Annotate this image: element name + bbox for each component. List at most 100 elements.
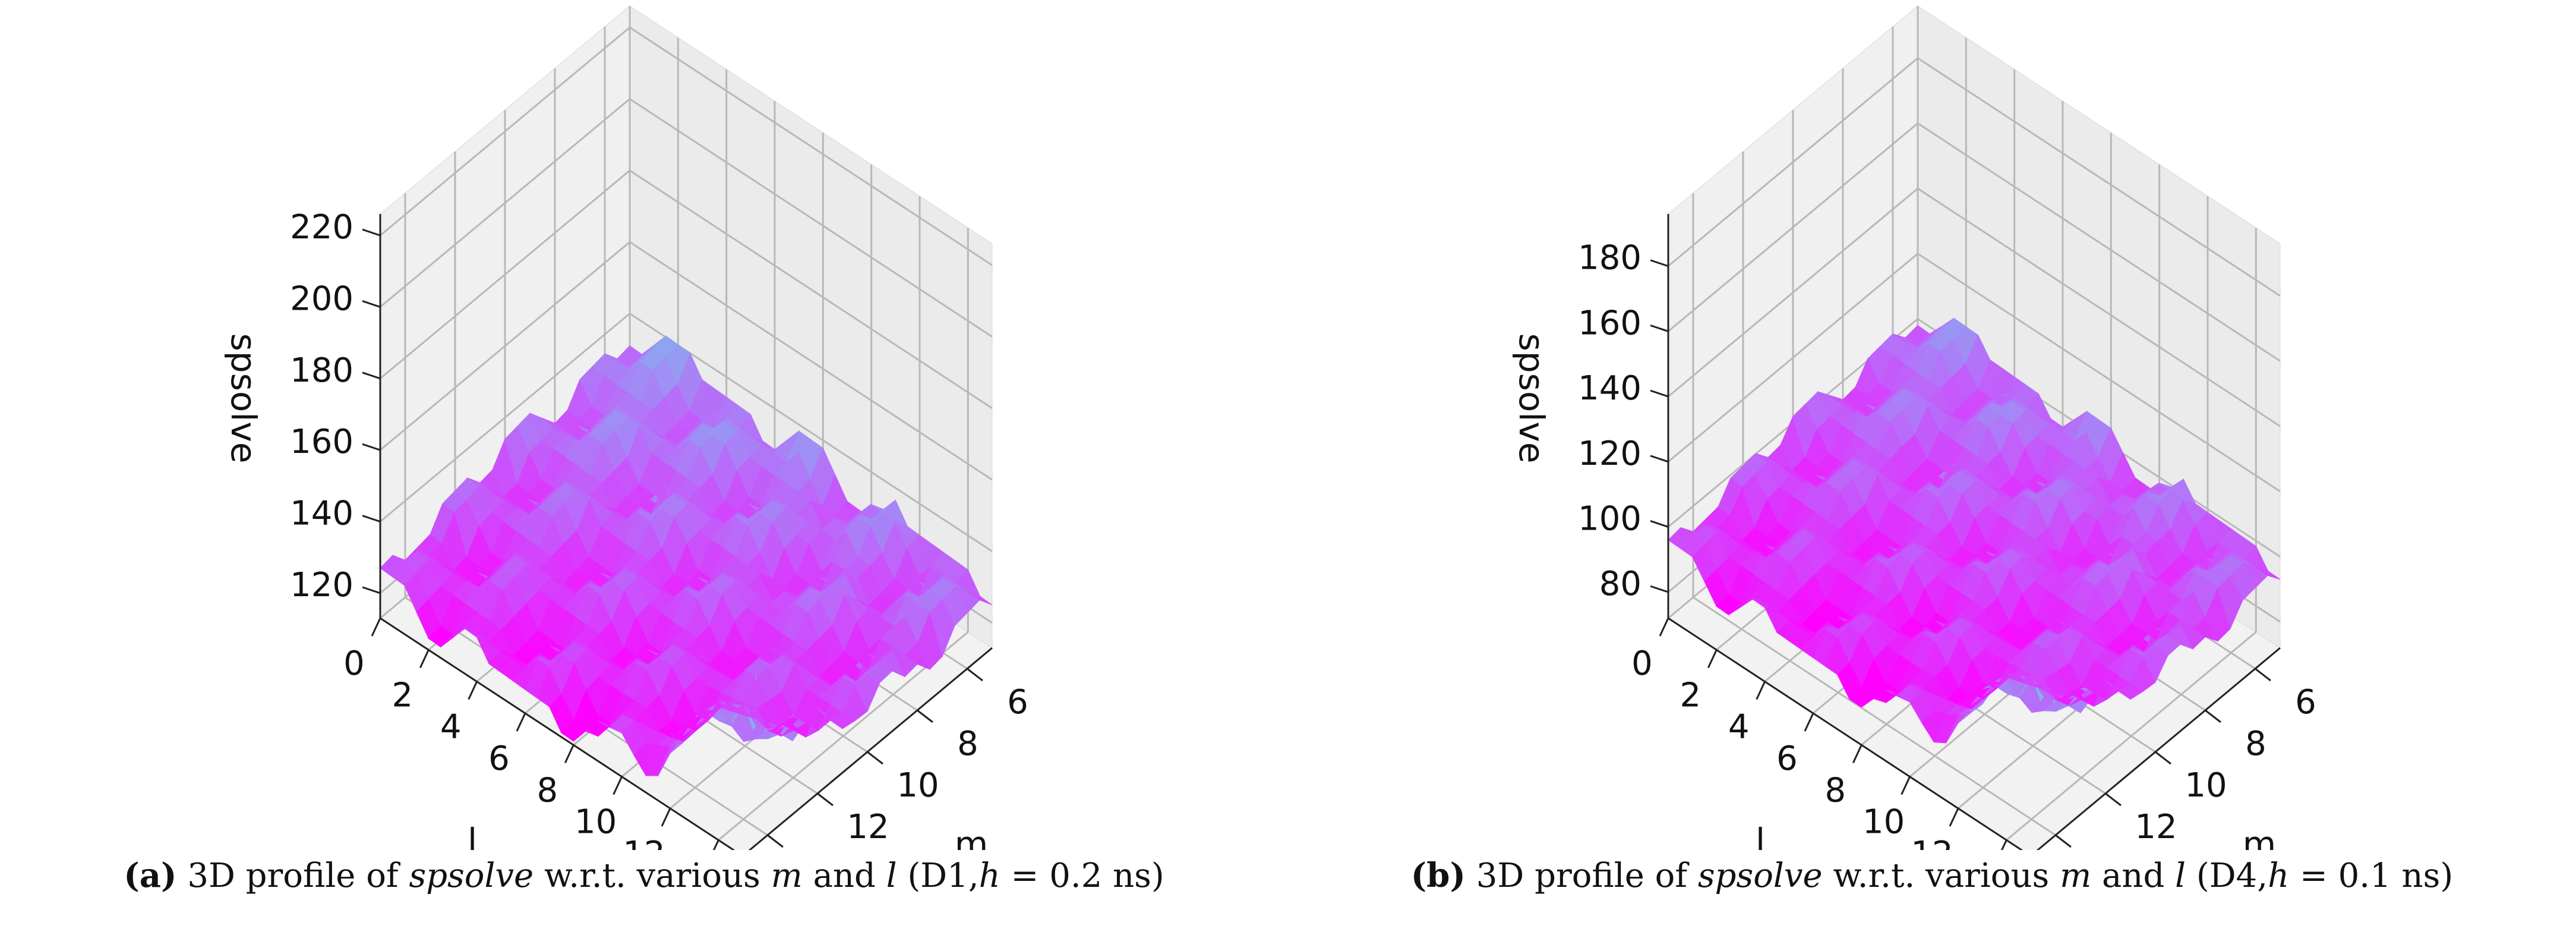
z-tick-mark [1650, 585, 1669, 593]
caption-a-mid: w.r.t. various [544, 857, 760, 895]
z-tick-label: 120 [290, 566, 353, 605]
l-tick-mark [419, 649, 430, 668]
l-axis-line [1668, 617, 2023, 850]
grid-line [380, 169, 630, 379]
m-tick-label: 12 [2135, 808, 2177, 846]
m-tick-label: 14 [2085, 849, 2127, 850]
grid-line [380, 313, 630, 522]
z-tick-mark [362, 372, 381, 380]
l-tick-mark [613, 776, 623, 795]
m-tick-mark [2105, 792, 2122, 807]
l-tick-label: 4 [1728, 708, 1750, 747]
surface [1668, 317, 2281, 744]
surface-facet [967, 591, 993, 606]
z-axis-label: spsolve [223, 333, 264, 464]
caption-a-hvar: h [978, 857, 1000, 895]
l-tick-mark [712, 839, 719, 850]
m-tick-label: 12 [847, 808, 889, 846]
caption-b-hval: = 0.1 ns) [2299, 857, 2454, 895]
grid-line [629, 26, 993, 266]
z-tick-label: 160 [1578, 304, 1641, 342]
z-tick-mark [362, 443, 381, 451]
z-tick-mark [362, 228, 381, 237]
l-tick-mark [2000, 839, 2007, 850]
surface-facet [2255, 566, 2281, 580]
z-tick-label: 120 [1578, 435, 1641, 473]
caption-a-prefix: 3D profile of [187, 857, 399, 895]
l-tick-mark [1659, 618, 1669, 637]
m-tick-label: 10 [2184, 766, 2227, 805]
z-tick-mark [1650, 324, 1669, 332]
z-tick-mark [362, 300, 381, 308]
m-tick-mark [967, 668, 983, 682]
l-tick-label: 4 [440, 708, 462, 747]
caption-a-var-m: m [771, 857, 803, 895]
l-tick-label: 0 [1631, 644, 1653, 683]
l-tick-label: 8 [1825, 771, 1846, 810]
l-tick-mark [1901, 776, 1911, 795]
l-tick-mark [468, 681, 478, 700]
axes: 0246810121468101214120140160180200220lms… [223, 208, 1028, 850]
m-tick-label: 6 [2295, 683, 2316, 722]
z-tick-label: 220 [290, 208, 353, 247]
m-tick-label: 10 [896, 766, 939, 805]
caption-a-hval: = 0.2 ns) [1011, 857, 1164, 895]
z-tick-mark [1650, 520, 1669, 528]
chart-panel-b: 024681012146810121480100120140160180lmsp… [1288, 0, 2576, 935]
l-tick-label: 6 [488, 739, 510, 778]
grid-line [380, 26, 630, 237]
grid-line [1917, 57, 2281, 297]
l-tick-label: 2 [1680, 676, 1701, 714]
caption-b-letter: (b) [1410, 856, 1466, 895]
l-tick-label: 0 [343, 644, 365, 683]
caption-b-and: and [2102, 857, 2165, 895]
z-tick-mark [1650, 389, 1669, 398]
l-tick-mark [564, 744, 574, 763]
l-tick-label: 2 [392, 676, 413, 714]
grid-line [1917, 253, 2281, 493]
caption-b: (b) 3D profile of spsolve w.r.t. various… [1288, 856, 2576, 895]
grid-line [1693, 596, 2056, 836]
l-tick-mark [661, 808, 671, 827]
grid-line [1668, 122, 1918, 332]
z-tick-mark [362, 586, 381, 594]
m-tick-mark [917, 709, 933, 723]
l-tick-mark [516, 713, 526, 732]
grid-line [380, 241, 630, 451]
z-tick-mark [362, 515, 381, 522]
caption-a-cond: (D1, [907, 857, 979, 895]
grid-line [629, 169, 993, 410]
grid-line [1917, 122, 2281, 362]
z-tick-label: 80 [1599, 565, 1641, 603]
z-axis-label: spsolve [1511, 333, 1552, 464]
m-tick-label: 8 [2245, 725, 2266, 763]
z-tick-label: 180 [290, 351, 353, 390]
l-axis-label: l [468, 821, 477, 850]
m-tick-mark [867, 751, 883, 765]
m-axis-label: m [955, 824, 989, 850]
caption-b-hvar: h [2268, 857, 2290, 895]
z-tick-mark [1650, 455, 1669, 463]
caption-a: (a) 3D profile of spsolve w.r.t. various… [0, 856, 1288, 895]
m-tick-label: 14 [797, 849, 839, 850]
caption-b-func: spsolve [1697, 857, 1823, 895]
l-tick-mark [1756, 681, 1766, 700]
z-tick-label: 180 [1578, 239, 1641, 278]
l-tick-mark [1852, 744, 1862, 763]
caption-b-var-m: m [2060, 857, 2092, 895]
l-tick-label: 10 [1862, 803, 1905, 842]
caption-b-mid: w.r.t. various [1833, 857, 2050, 895]
grid-line [629, 98, 993, 338]
z-tick-label: 200 [290, 279, 353, 318]
l-tick-label: 12 [623, 835, 665, 850]
surface-plot-a: 0246810121468101214120140160180200220lms… [223, 5, 1028, 850]
m-tick-mark [2255, 668, 2271, 682]
z-tick-label: 140 [1578, 369, 1641, 408]
m-tick-mark [817, 792, 834, 807]
caption-a-letter: (a) [124, 856, 177, 895]
z-tick-label: 100 [1578, 499, 1641, 538]
l-tick-label: 12 [1911, 835, 1953, 850]
m-axis-label: m [2243, 824, 2277, 850]
m-tick-mark [2205, 709, 2221, 723]
m-tick-mark [2055, 834, 2072, 848]
